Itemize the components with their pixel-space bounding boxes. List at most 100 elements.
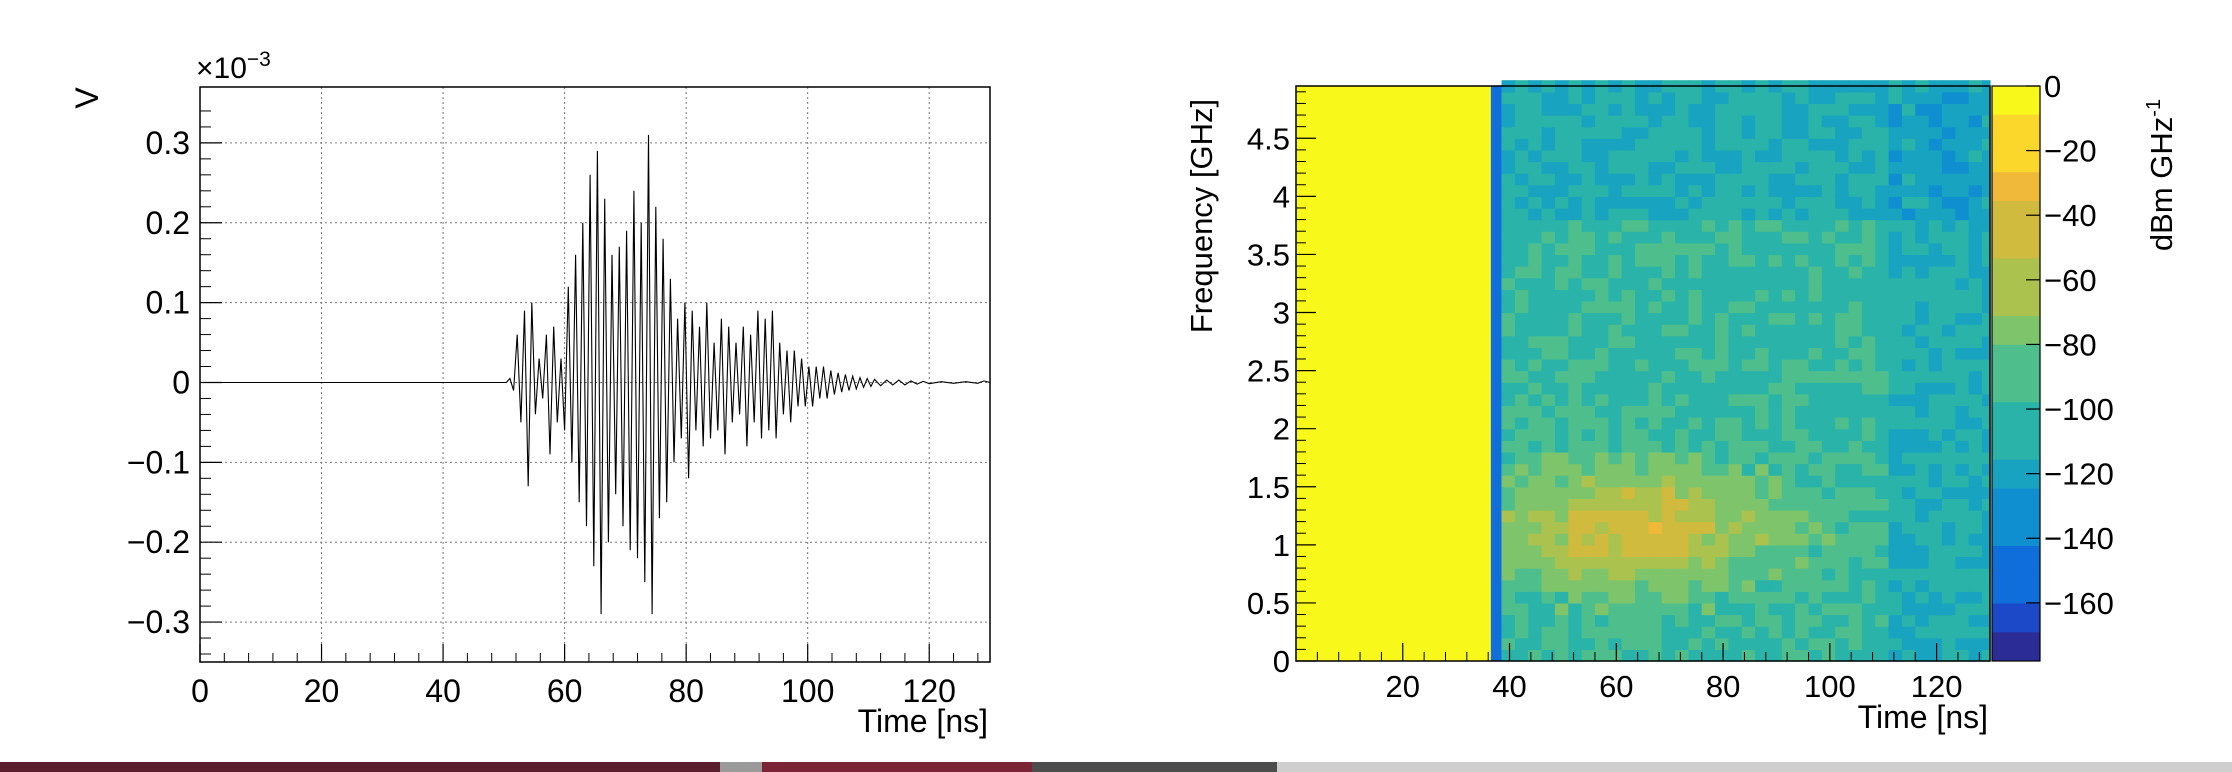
spectrogram-cell xyxy=(1728,486,1743,499)
spectrogram-cell xyxy=(1741,521,1756,534)
spectrogram-cell xyxy=(1968,486,1983,499)
spectrogram-cell xyxy=(1941,266,1956,279)
spectrogram-cell xyxy=(1901,579,1916,592)
spectrogram-cell xyxy=(1728,277,1743,290)
spectrogram-cell xyxy=(1608,161,1623,174)
spectrogram-cell xyxy=(1768,440,1783,453)
spectrogram-cell xyxy=(1675,463,1689,476)
spectrogram-cell xyxy=(1648,591,1663,604)
spectrogram-x-tick-label: 20 xyxy=(1386,669,1420,704)
spectrogram-cell xyxy=(1634,382,1649,395)
spectrogram-cell xyxy=(1835,300,1850,314)
spectrogram-cell xyxy=(1621,207,1636,221)
spectrogram-cell xyxy=(1821,254,1836,267)
spectrogram-cell xyxy=(1795,300,1810,314)
spectrogram-cell xyxy=(1675,324,1689,337)
spectrogram-cell xyxy=(1755,591,1770,604)
spectrogram-cell xyxy=(1808,533,1823,546)
spectrogram-cell xyxy=(1861,614,1876,627)
spectrogram-cell xyxy=(1621,417,1636,430)
spectrogram-cell xyxy=(1701,231,1716,244)
spectrogram-cell xyxy=(1728,289,1743,302)
spectrogram-cell xyxy=(1755,300,1770,314)
spectrogram-cell xyxy=(1568,602,1583,616)
spectrogram-cell xyxy=(1781,324,1796,337)
spectrogram-cell xyxy=(1728,103,1743,116)
spectrogram-cell xyxy=(1501,335,1516,348)
spectrogram-cell xyxy=(1941,626,1956,639)
spectrogram-cell xyxy=(1634,568,1649,581)
spectrogram-cell xyxy=(1554,324,1569,337)
spectrogram-cell xyxy=(1795,91,1810,105)
spectrogram-cell xyxy=(1648,312,1663,325)
spectrogram-cell xyxy=(1514,637,1529,650)
spectrogram-cell xyxy=(1888,347,1903,360)
spectrogram-cell xyxy=(1648,509,1663,523)
spectrogram-cell xyxy=(1661,614,1676,627)
spectrogram-cell xyxy=(1621,451,1636,465)
spectrogram-cell xyxy=(1701,521,1716,534)
spectrogram-cell xyxy=(1634,544,1649,558)
spectrogram-cell xyxy=(1781,498,1796,511)
spectrogram-cell xyxy=(1728,219,1743,232)
waveform-x-axis-label: Time [ns] xyxy=(858,703,988,739)
spectrogram-cell xyxy=(1981,614,1991,627)
spectrogram-cell xyxy=(1901,370,1916,383)
spectrogram-cell xyxy=(1568,161,1583,174)
spectrogram-cell xyxy=(1848,579,1863,592)
spectrogram-cell xyxy=(1888,626,1903,639)
spectrogram-cell xyxy=(1875,614,1890,627)
spectrogram-cell xyxy=(1568,184,1583,197)
spectrogram-cell xyxy=(1888,115,1903,128)
spectrogram-cell xyxy=(1514,126,1529,139)
spectrogram-cell xyxy=(1661,649,1676,662)
spectrogram-cell xyxy=(1781,428,1796,441)
spectrogram-cell xyxy=(1848,602,1863,616)
spectrogram-cell xyxy=(1821,324,1836,337)
spectrogram-cell xyxy=(1848,544,1863,558)
spectrogram-cell xyxy=(1594,626,1609,639)
spectrogram-cell xyxy=(1634,626,1649,639)
spectrogram-cell xyxy=(1701,556,1716,569)
spectrogram-cell xyxy=(1501,184,1516,197)
spectrogram-cell xyxy=(1968,556,1983,569)
spectrogram-cell xyxy=(1554,591,1569,604)
spectrogram-cell xyxy=(1981,591,1991,604)
spectrogram-cell xyxy=(1901,486,1916,499)
spectrogram-cell xyxy=(1781,242,1796,256)
spectrogram-cell xyxy=(1781,370,1796,383)
spectrogram-cell xyxy=(1675,521,1689,534)
spectrogram-cell xyxy=(1821,405,1836,418)
spectrogram-cell xyxy=(1528,475,1543,488)
spectrogram-cell xyxy=(1981,370,1991,383)
spectrogram-cell xyxy=(1808,579,1823,592)
spectrogram-cell xyxy=(1795,370,1810,383)
spectrogram-x-tick-label: 100 xyxy=(1804,669,1856,704)
spectrogram-cell xyxy=(1701,417,1716,430)
spectrogram-cell xyxy=(1821,602,1836,616)
spectrogram-cell xyxy=(1608,602,1623,616)
spectrogram-cell xyxy=(1755,324,1770,337)
spectrogram-cell xyxy=(1541,126,1556,139)
spectrogram-cell xyxy=(1594,556,1609,569)
spectrogram-cell xyxy=(1835,568,1850,581)
spectrogram-cell xyxy=(1528,358,1543,372)
spectrogram-cell xyxy=(1728,509,1743,523)
spectrogram-cell xyxy=(1648,463,1663,476)
spectrogram-cell xyxy=(1808,544,1823,558)
spectrogram-cell xyxy=(1688,219,1703,232)
spectrogram-cell xyxy=(1688,300,1703,314)
spectrogram-cell xyxy=(1981,440,1991,453)
spectrogram-cell xyxy=(1835,196,1850,209)
spectrogram-cell xyxy=(1808,393,1823,407)
spectrogram-cell xyxy=(1501,347,1516,360)
spectrogram-cell xyxy=(1795,649,1810,662)
spectrogram-cell xyxy=(1928,300,1943,314)
spectrogram-cell xyxy=(1541,254,1556,267)
spectrogram-cell xyxy=(1835,591,1850,604)
spectrogram-cell xyxy=(1568,417,1583,430)
spectrogram-cell xyxy=(1554,312,1569,325)
spectrogram-cell xyxy=(1981,486,1991,499)
spectrogram-cell xyxy=(1755,451,1770,465)
spectrogram-cell xyxy=(1514,219,1529,232)
